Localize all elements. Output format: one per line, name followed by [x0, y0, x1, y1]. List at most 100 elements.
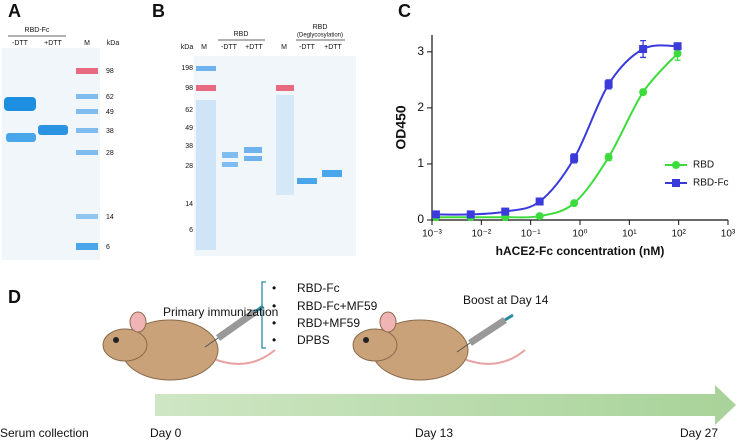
x-tick-label: 10² [671, 229, 686, 240]
x-axis-label: hACE2-Fc concentration (nM) [496, 244, 665, 258]
panel-label: B [152, 1, 165, 21]
band [222, 152, 238, 158]
group-item: RBD+MF59 [297, 316, 360, 330]
point [431, 210, 440, 219]
group-note: (Deglycosylation) [297, 33, 343, 39]
primary-label: Primary immunization [163, 305, 278, 319]
y-axis-label: OD450 [393, 105, 409, 150]
point [466, 210, 475, 219]
legend-marker [672, 161, 680, 169]
band [76, 109, 98, 114]
bullet: • [272, 299, 276, 313]
day-label: Day 13 [415, 426, 453, 440]
band [4, 97, 36, 111]
marker-label: 62 [185, 107, 193, 114]
x-tick-label: 10⁻³ [422, 229, 442, 240]
smear [276, 95, 294, 195]
x-tick-label: 10⁻² [471, 229, 491, 240]
band [76, 128, 98, 133]
syringe [456, 313, 514, 353]
group-label: RBD-Fc [25, 27, 50, 34]
group-item: DPBS [297, 333, 330, 347]
lane-label: M [281, 44, 287, 51]
point [604, 153, 613, 162]
marker-label: 28 [185, 163, 193, 170]
y-tick-label: 3 [417, 44, 424, 58]
bullet: • [272, 333, 276, 347]
y-tick-label: 2 [417, 100, 424, 114]
band [6, 133, 36, 142]
timeline: Primary immunization Boost at Day 14 Ser… [0, 281, 736, 440]
marker-label: 28 [106, 150, 114, 157]
marker-label: 38 [185, 143, 193, 150]
marker-label: 14 [185, 201, 193, 208]
point [639, 45, 648, 54]
point [570, 154, 579, 163]
band [276, 85, 294, 91]
time-arrow [155, 394, 715, 416]
bullet: • [272, 281, 276, 295]
x-tick-label: 10¹ [622, 229, 637, 240]
serum-label: Serum collection [0, 426, 89, 440]
marker-label: 49 [185, 125, 193, 132]
y-tick-label: 1 [417, 156, 424, 170]
marker-label: 14 [106, 214, 114, 221]
day-label: Day 27 [680, 426, 718, 440]
lane-label: +DTT [44, 40, 62, 47]
band [222, 162, 238, 167]
legend-marker [672, 179, 680, 187]
band [244, 147, 262, 153]
arrow-head [715, 385, 736, 425]
lane-label: M [84, 40, 90, 47]
boost-label: Boost at Day 14 [463, 293, 549, 307]
x-tick-label: 10³ [721, 229, 736, 240]
x-tick-label: 10⁻¹ [521, 229, 541, 240]
group-label: RBD [234, 31, 249, 38]
smear [196, 100, 216, 250]
band [76, 68, 98, 74]
panel-label: A [8, 1, 21, 21]
marker-label: 38 [106, 128, 114, 135]
point [570, 199, 579, 208]
marker-label: 98 [185, 85, 193, 92]
unit-label: kDa [181, 44, 194, 51]
y-tick-label: 0 [417, 212, 424, 226]
bracket [261, 281, 266, 349]
unit-label: kDa [107, 40, 120, 47]
point [673, 42, 682, 51]
band [76, 94, 98, 99]
group-item: RBD-Fc+MF59 [297, 299, 378, 313]
marker-label: 6 [189, 227, 193, 234]
marker-label: 198 [181, 65, 193, 72]
lane-label: +DTT [245, 44, 263, 51]
marker-label: 6 [106, 244, 110, 251]
lane-label: M [201, 44, 207, 51]
band [76, 243, 98, 250]
marker-label: 98 [106, 68, 114, 75]
point [673, 49, 682, 58]
band [76, 150, 98, 155]
point [535, 212, 544, 221]
band [76, 214, 98, 219]
x-tick-label: 10⁰ [572, 229, 587, 240]
point [535, 197, 544, 206]
band [322, 170, 342, 177]
legend-label: RBD [693, 160, 714, 171]
panel-label: C [398, 1, 411, 21]
lane-label: -DTT [12, 40, 29, 47]
lane-label: +DTT [324, 44, 342, 51]
band [196, 85, 216, 91]
band [38, 125, 68, 135]
gel-background [194, 56, 356, 256]
lane-label: -DTT [221, 44, 238, 51]
gel-b: RBD RBD (Deglycosylation) kDa M -DTT +DT… [181, 24, 356, 256]
mouse [102, 311, 276, 381]
band [297, 178, 317, 184]
band [196, 66, 216, 71]
point [501, 207, 510, 216]
group-item: RBD-Fc [297, 281, 340, 295]
bullet: • [272, 316, 276, 330]
group-label: RBD [313, 24, 328, 31]
marker-label: 62 [106, 94, 114, 101]
